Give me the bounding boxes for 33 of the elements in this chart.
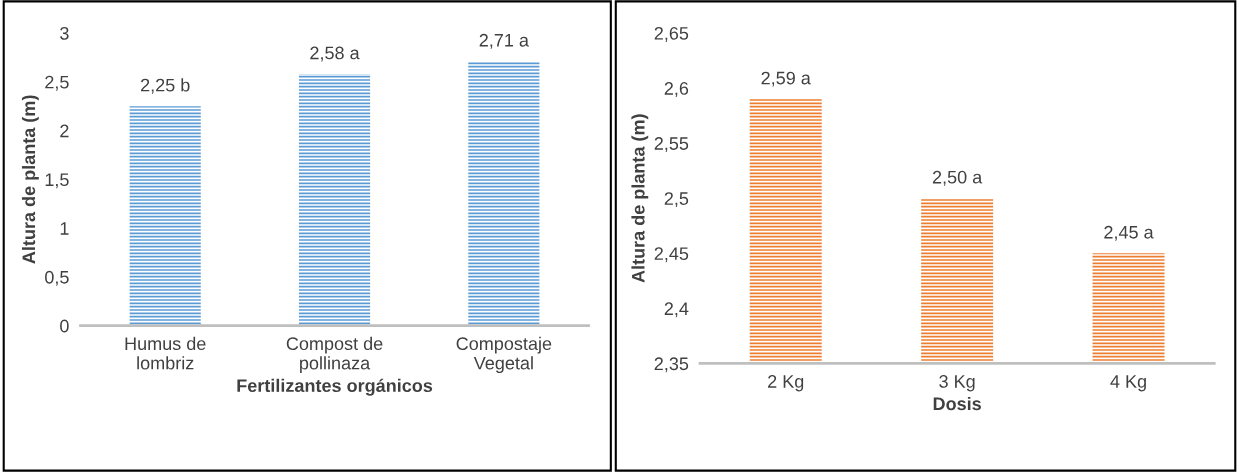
bar — [468, 61, 540, 326]
x-tick-label: Compostaje Vegetal — [456, 336, 552, 374]
y-tick-label: 0 — [60, 319, 69, 333]
y-tick-label: 3 — [60, 26, 69, 40]
y-axis-title: Altura de planta (m) — [21, 95, 39, 264]
data-label: 2,45 a — [1104, 225, 1154, 241]
data-label: 2,59 a — [761, 71, 811, 87]
x-tick-label: 2 Kg — [768, 375, 804, 392]
y-tick-label: 2,55 — [654, 137, 689, 153]
y-tick-label: 0,5 — [45, 270, 69, 286]
y-axis-title: Altura de planta (m) — [631, 114, 649, 283]
y-tick-label: 1 — [60, 222, 69, 235]
y-tick-label: 1,5 — [45, 173, 69, 189]
y-tick-label: 2,45 — [654, 247, 689, 263]
y-tick-label: 2 — [60, 124, 69, 138]
y-tick-label: 2,35 — [654, 357, 689, 373]
x-tick-label: Compost de pollinaza — [286, 336, 383, 374]
y-tick-label: 2,4 — [664, 302, 689, 318]
data-label: 2,71 a — [479, 33, 529, 49]
bar — [298, 74, 371, 326]
y-tick-label: 2,5 — [664, 192, 689, 208]
data-label: 2,25 b — [141, 78, 190, 94]
y-tick-label: 2,65 — [654, 26, 689, 42]
x-axis-title: Fertilizantes orgánicos — [237, 378, 433, 396]
y-tick-label: 2,5 — [45, 75, 69, 91]
x-axis-title: Dosis — [933, 396, 981, 411]
data-label: 2,50 a — [932, 170, 983, 186]
bar — [129, 106, 201, 326]
data-label: 2,58 a — [310, 46, 360, 62]
x-tick-label: 4 Kg — [1110, 375, 1146, 392]
x-tick-label: 3 Kg — [939, 375, 975, 392]
y-tick-label: 2,6 — [664, 82, 689, 97]
x-tick-label: Humus de lombriz — [125, 336, 206, 370]
